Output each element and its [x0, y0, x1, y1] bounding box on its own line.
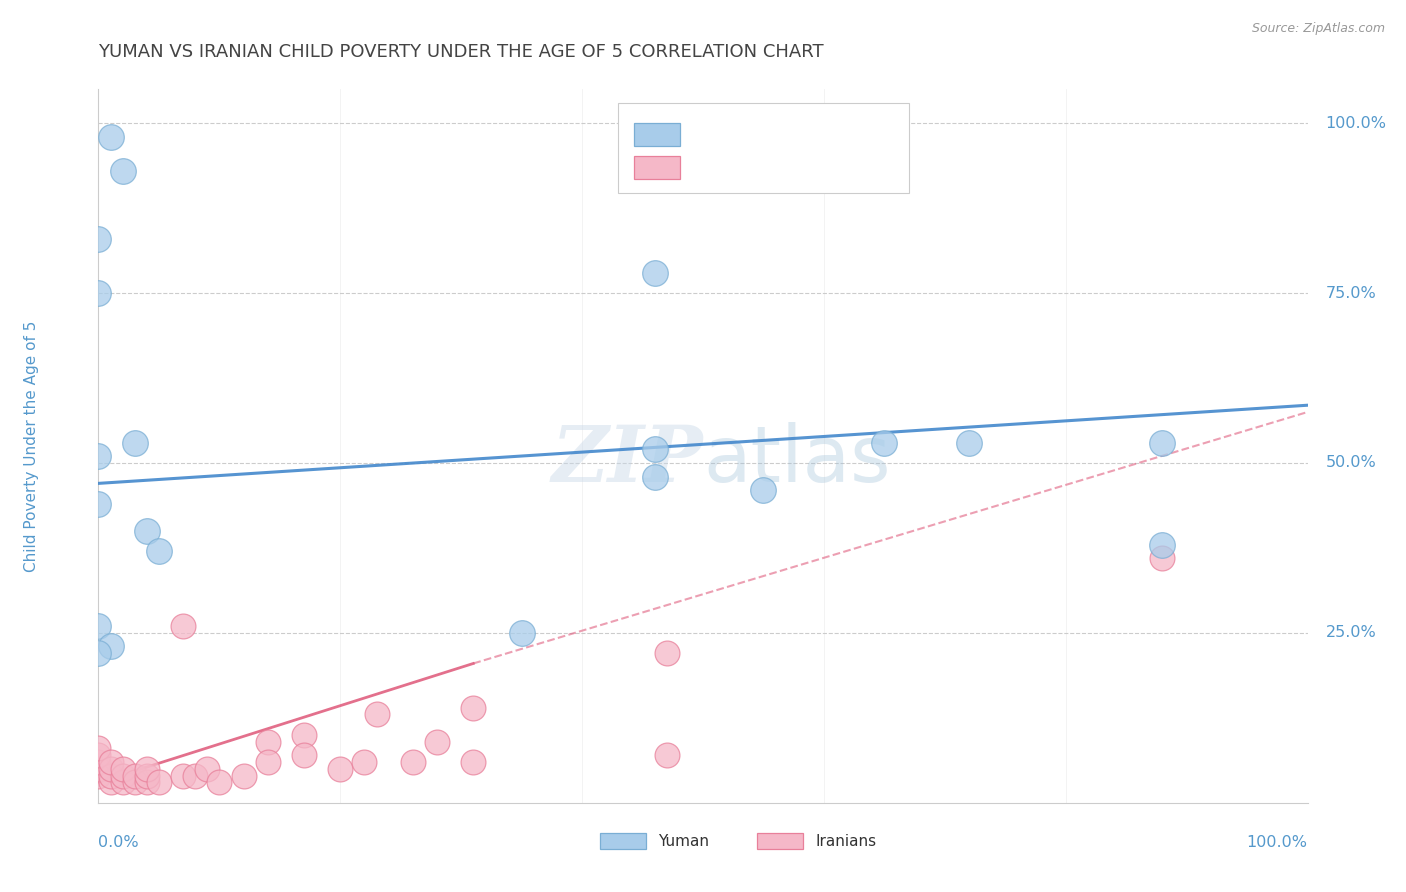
Point [135, 524, 157, 538]
Point [100, 775, 122, 789]
Point [644, 266, 666, 280]
Point [111, 163, 134, 178]
Text: 21: 21 [846, 125, 872, 143]
Text: 100.0%: 100.0% [1326, 116, 1386, 131]
Text: atlas: atlas [703, 422, 890, 499]
Text: Child Poverty Under the Age of 5: Child Poverty Under the Age of 5 [24, 320, 39, 572]
Point [655, 748, 678, 763]
Text: 0.292: 0.292 [738, 159, 793, 177]
Point [1152, 551, 1174, 566]
Text: Source: ZipAtlas.com: Source: ZipAtlas.com [1251, 22, 1385, 36]
Bar [600, 833, 647, 849]
Text: N =: N = [792, 125, 845, 143]
Point [111, 762, 134, 776]
Text: 100.0%: 100.0% [1247, 835, 1308, 850]
Point [195, 762, 218, 776]
Text: Iranians: Iranians [815, 834, 876, 849]
Point [124, 435, 146, 450]
Point [426, 734, 449, 748]
Point [87, 619, 110, 633]
Point [1152, 537, 1174, 551]
Point [172, 619, 194, 633]
Point [87, 762, 110, 776]
Point [232, 769, 254, 783]
Text: R =: R = [692, 125, 733, 143]
Point [644, 442, 666, 457]
Point [366, 707, 388, 722]
Point [957, 435, 980, 450]
FancyBboxPatch shape [619, 103, 908, 193]
Point [100, 129, 122, 144]
Bar [634, 123, 681, 145]
Point [463, 700, 485, 714]
Point [87, 232, 110, 246]
Point [87, 449, 110, 463]
Point [87, 497, 110, 511]
Point [87, 769, 110, 783]
Point [148, 544, 170, 558]
Text: 0.0%: 0.0% [98, 835, 139, 850]
Text: R =: R = [692, 159, 733, 177]
Point [329, 762, 352, 776]
Point [172, 769, 194, 783]
Point [100, 755, 122, 769]
Point [111, 769, 134, 783]
Text: Yuman: Yuman [658, 834, 709, 849]
Point [87, 741, 110, 756]
Text: 75.0%: 75.0% [1326, 285, 1376, 301]
Point [100, 769, 122, 783]
Point [644, 469, 666, 483]
Point [135, 762, 157, 776]
Point [510, 626, 533, 640]
Point [292, 748, 315, 763]
Point [256, 734, 278, 748]
Point [655, 646, 678, 660]
Point [124, 769, 146, 783]
Point [124, 775, 146, 789]
Text: ZIP: ZIP [551, 422, 703, 499]
Point [256, 755, 278, 769]
Point [135, 769, 157, 783]
Text: 50.0%: 50.0% [1326, 456, 1376, 470]
Point [87, 748, 110, 763]
Point [87, 286, 110, 301]
Point [402, 755, 425, 769]
Point [292, 728, 315, 742]
Point [184, 769, 207, 783]
Point [463, 755, 485, 769]
Bar [634, 156, 681, 179]
Point [111, 775, 134, 789]
Text: 0.117: 0.117 [738, 125, 793, 143]
Point [148, 775, 170, 789]
Text: 38: 38 [846, 159, 870, 177]
Text: N =: N = [792, 159, 845, 177]
Point [208, 775, 231, 789]
Point [1152, 435, 1174, 450]
Point [752, 483, 775, 498]
Bar [758, 833, 803, 849]
Point [87, 755, 110, 769]
Text: YUMAN VS IRANIAN CHILD POVERTY UNDER THE AGE OF 5 CORRELATION CHART: YUMAN VS IRANIAN CHILD POVERTY UNDER THE… [98, 43, 824, 61]
Point [135, 775, 157, 789]
Point [353, 755, 375, 769]
Point [873, 435, 896, 450]
Point [87, 646, 110, 660]
Point [100, 640, 122, 654]
Point [100, 762, 122, 776]
Text: 25.0%: 25.0% [1326, 625, 1376, 640]
